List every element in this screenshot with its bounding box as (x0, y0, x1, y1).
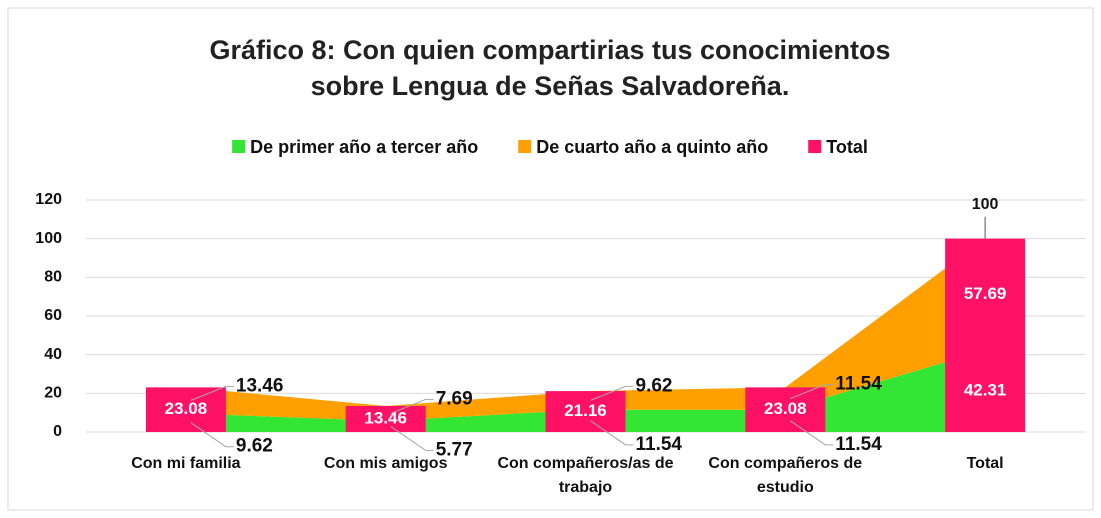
y-tick-label: 40 (44, 346, 62, 363)
y-tick-label: 100 (35, 230, 62, 247)
legend-swatch (232, 140, 246, 153)
data-label: 11.54 (835, 434, 882, 455)
data-label: 13.46 (364, 408, 407, 427)
legend-swatch (808, 140, 822, 153)
x-tick-label: Con compañeros/as de trabajo (497, 455, 674, 496)
x-tick-label: Total (966, 455, 1004, 472)
bar (545, 391, 626, 432)
data-label: 9.62 (236, 436, 273, 457)
data-label: 5.77 (436, 439, 473, 460)
y-tick-label: 120 (35, 191, 62, 208)
bar (145, 387, 226, 432)
data-label: 23.08 (165, 399, 208, 418)
data-label: 11.54 (636, 434, 683, 455)
legend-label: De cuarto año a quinto año (536, 137, 768, 157)
legend-label: Total (826, 137, 868, 157)
leader-line (190, 385, 234, 401)
data-label: 100 (972, 196, 999, 213)
legend-swatch (518, 140, 532, 153)
x-tick-label: Con compañeros de estudio (708, 455, 863, 496)
leader-line (190, 422, 234, 448)
leader-line (390, 426, 434, 451)
leader-line (790, 420, 834, 446)
x-tick-label: Con mis amigos (323, 455, 448, 472)
y-tick-label: 60 (44, 307, 62, 324)
legend-label: De primer año a tercer año (250, 137, 478, 157)
data-label: 42.31 (964, 381, 1007, 400)
data-label: 21.16 (564, 401, 607, 420)
data-label: 9.62 (636, 375, 673, 396)
bar (945, 238, 1026, 432)
leader-line (390, 398, 434, 414)
x-tick-label: Con mi familia (131, 455, 241, 472)
data-label: 23.08 (764, 399, 807, 418)
chart-title: Gráfico 8: Con quien compartirias tus co… (209, 35, 891, 101)
data-label: 13.46 (236, 375, 284, 396)
leader-line (790, 384, 834, 399)
bar (345, 405, 426, 432)
bar (745, 387, 826, 432)
leader-line (590, 420, 634, 446)
area (185, 238, 986, 421)
y-tick-label: 80 (44, 269, 62, 286)
leader-line (590, 385, 634, 401)
data-label: 57.69 (964, 284, 1007, 303)
y-tick-label: 20 (44, 385, 62, 402)
data-label: 7.69 (436, 388, 473, 409)
y-tick-label: 0 (53, 423, 62, 440)
data-label: 11.54 (835, 374, 882, 395)
